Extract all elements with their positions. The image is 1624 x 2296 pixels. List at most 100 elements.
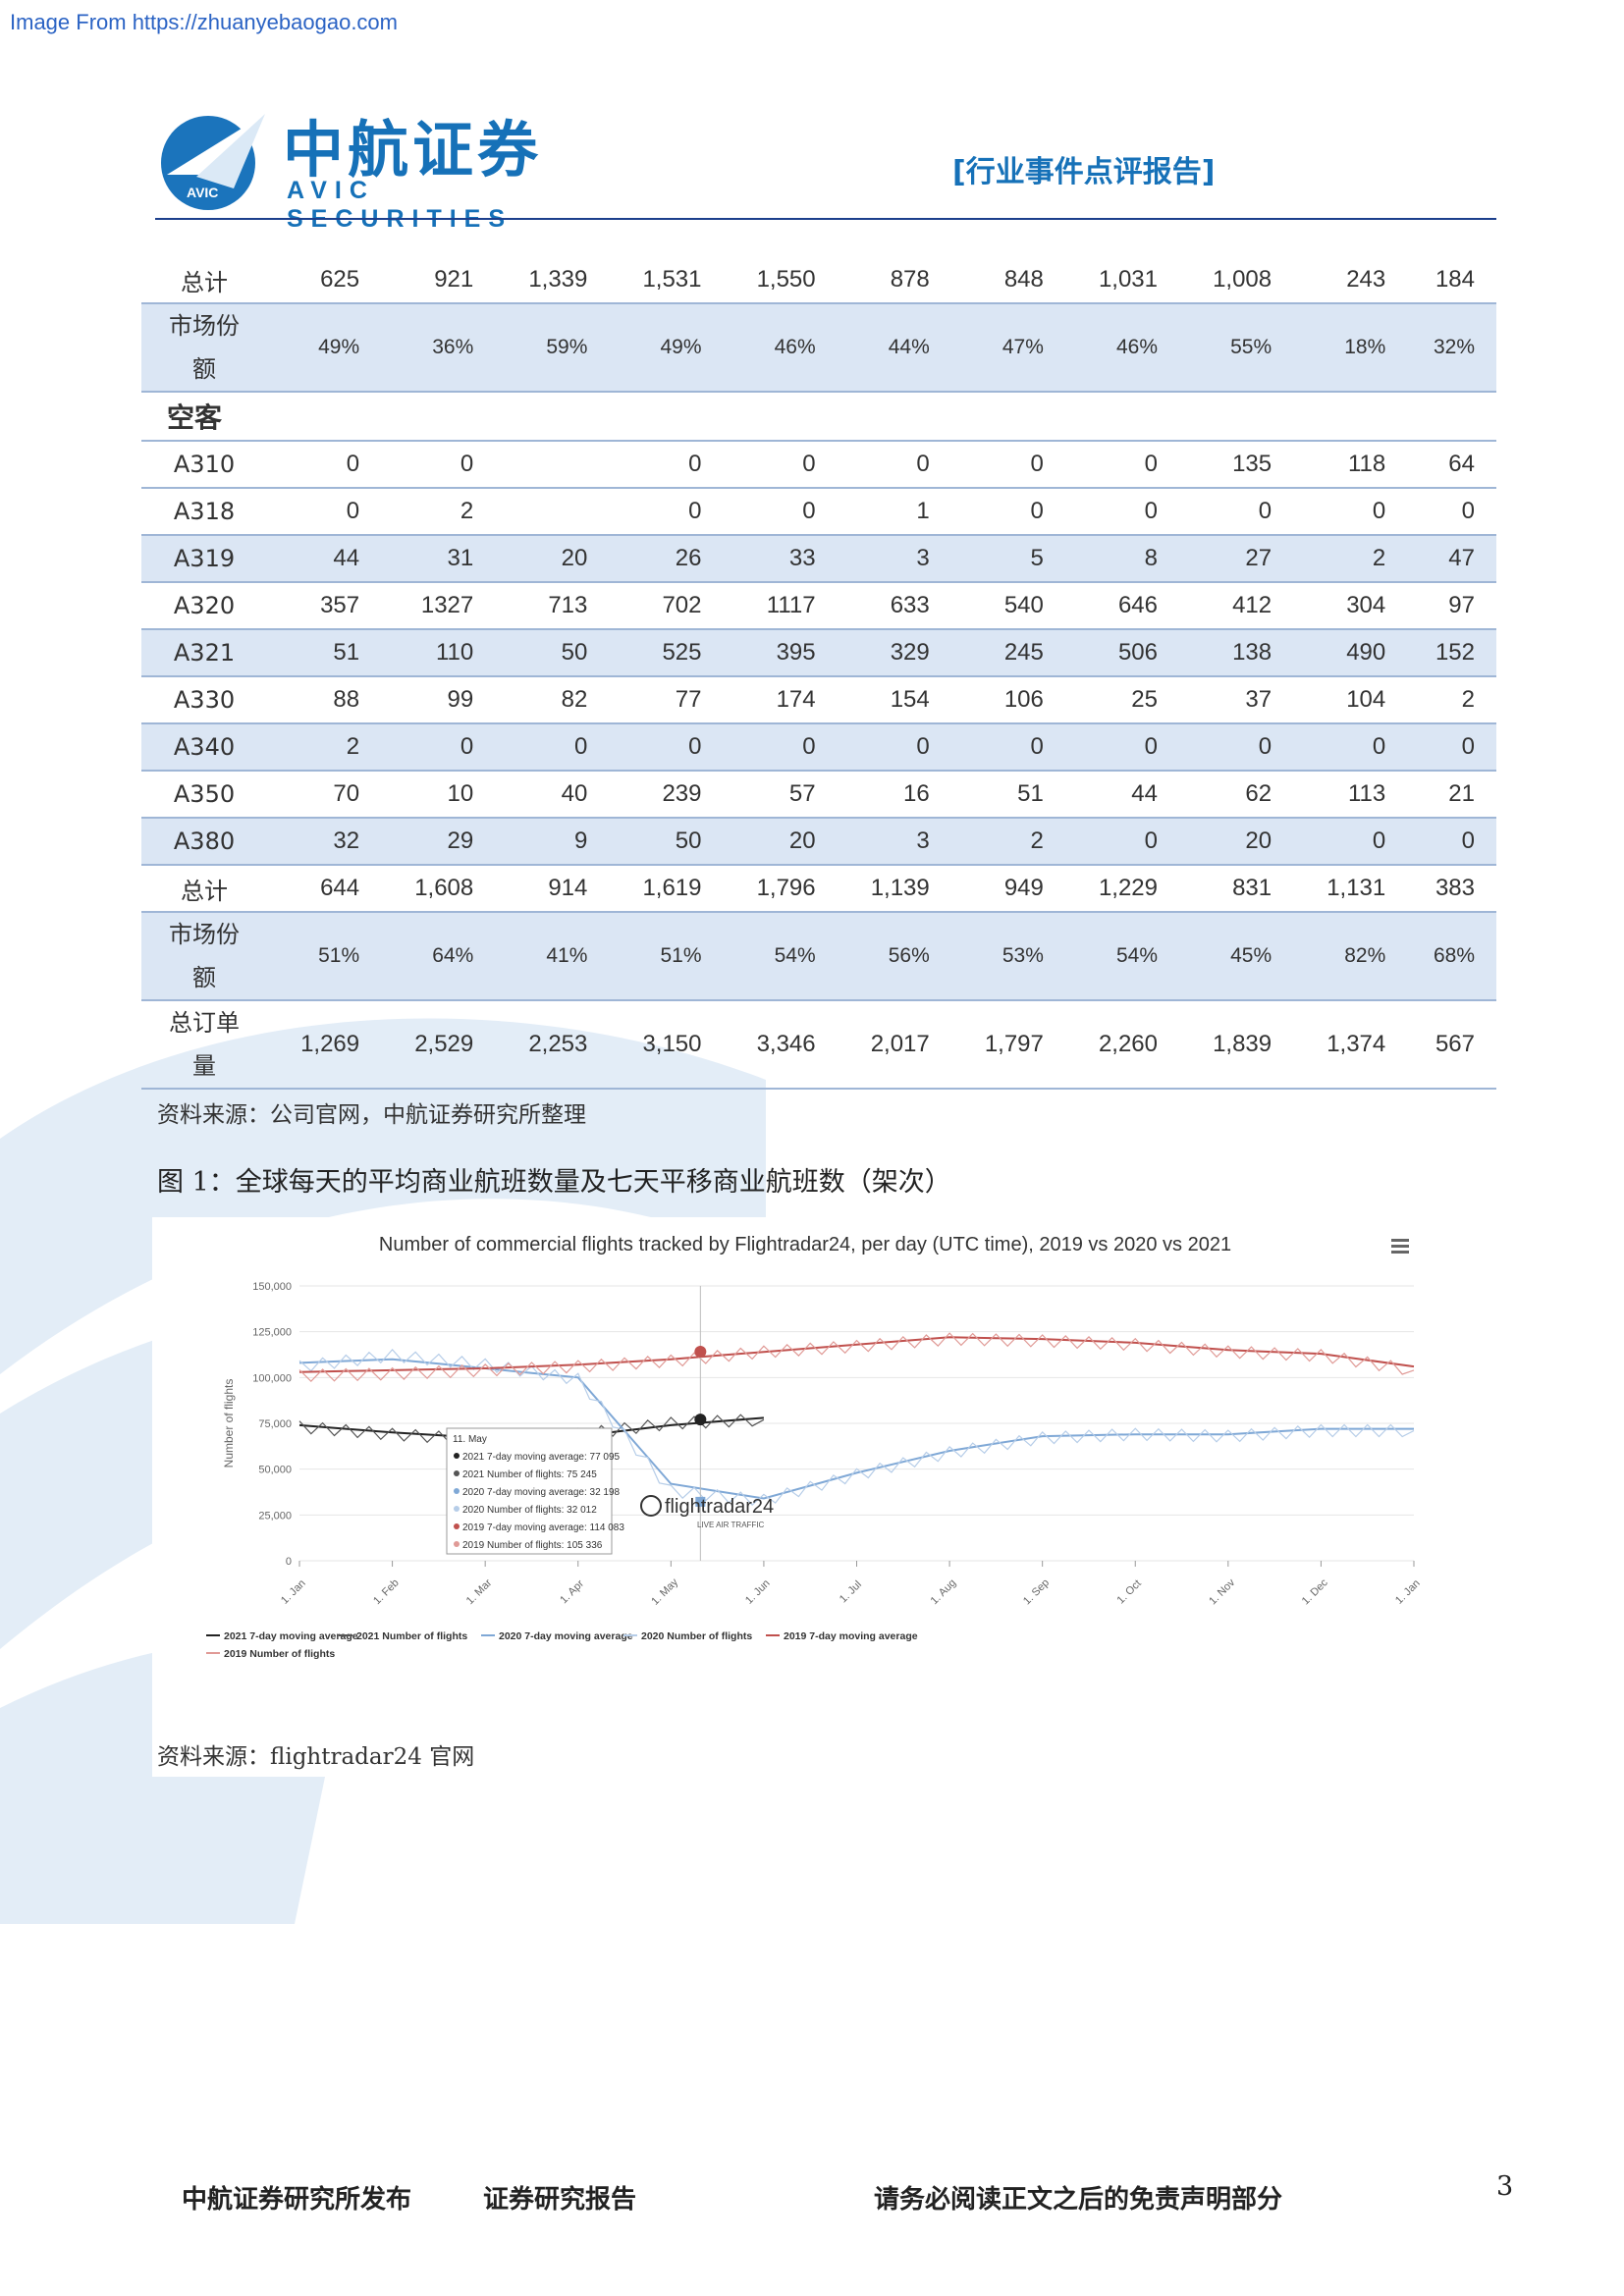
table-cell: 2,017	[837, 999, 951, 1090]
table-cell: 113	[1293, 770, 1408, 818]
table-cell: 702	[609, 581, 724, 629]
table-cell: 174	[723, 675, 838, 723]
table-cell: 20	[1179, 817, 1294, 865]
table-cell: 0	[950, 487, 1065, 535]
table-cell: 0	[1064, 440, 1179, 488]
table-cell: 646	[1064, 581, 1179, 629]
table-cell: 2,260	[1064, 999, 1179, 1090]
table-cell: 0	[1293, 722, 1408, 771]
legend-item: 2020 Number of flights	[641, 1630, 752, 1642]
table-cell: 914	[495, 864, 610, 912]
table-cell: 97	[1407, 581, 1496, 629]
table-cell: 490	[1293, 628, 1408, 676]
row-label: A330	[141, 675, 267, 723]
table-cell: 1	[837, 487, 951, 535]
table-cell: 525	[609, 628, 724, 676]
table-cell: 1,031	[1098, 266, 1158, 293]
table-cell: 152	[1407, 628, 1496, 676]
table-row: A330 88 99 82 77 174 154 106 25 37 104 2	[141, 675, 1496, 723]
table-cell: 9	[495, 817, 610, 865]
table-cell: 5	[950, 534, 1065, 582]
table-cell: 0	[495, 722, 610, 771]
series-line-5	[298, 1332, 1415, 1383]
category-label: 空客	[141, 391, 1496, 441]
table-cell: 70	[267, 770, 382, 818]
table-row: A310 0 0 0 0 0 0 0 135 118 64	[141, 440, 1496, 488]
table-row: 总计 644 1,608 914 1,619 1,796 1,139 949 1,229 831 1…	[141, 864, 1496, 912]
table-cell: 2	[950, 817, 1065, 865]
table-cell: 245	[950, 628, 1065, 676]
table-cell: 37	[1179, 675, 1294, 723]
table-cell: 3	[837, 817, 951, 865]
source-url[interactable]: Image From https://zhuanyebaogao.com	[10, 10, 398, 34]
table-cell: 47	[1407, 534, 1496, 582]
table-row: 市场份额 51% 64% 41% 51% 54% 56% 53% 54% 45% 82% 68%	[141, 911, 1496, 1000]
tooltip-bullet	[454, 1506, 460, 1512]
table-row: A380 32 29 9 50 20 3 2 0 20 0 0	[141, 817, 1496, 865]
table-cell: 0	[723, 440, 838, 488]
table-row: A321 51 110 50 525 395 329 245 506 138 490 152	[141, 628, 1496, 676]
table-cell: 51	[950, 770, 1065, 818]
table-cell: 33	[723, 534, 838, 582]
table-cell: 878	[890, 266, 930, 293]
table-cell: 0	[723, 722, 838, 771]
tooltip-line: 2021 Number of flights: 75 245	[462, 1469, 597, 1480]
logo-english-name: AVIC SECURITIES	[287, 177, 514, 233]
table-cell: 25	[1064, 675, 1179, 723]
table-cell: 329	[837, 628, 951, 676]
table-cell: 40	[495, 770, 610, 818]
table-cell: 46%	[723, 302, 838, 392]
table-row: A320 357 1327 713 702 1117 633 540 646 412 304 97	[141, 581, 1496, 629]
row-label: A318	[141, 487, 267, 535]
marker-2021	[694, 1414, 707, 1426]
table-cell: 44%	[837, 302, 951, 392]
table-cell: 68%	[1407, 911, 1496, 1000]
orders-table: 总计 625 921 1,339 1,531 1,550 878 848 1,031 1,008 2…	[141, 257, 1496, 1090]
tooltip-bullet	[454, 1470, 460, 1476]
report-type: [行业事件点评报告]	[952, 155, 1216, 189]
row-label: A340	[141, 722, 267, 771]
category-row: 空客	[141, 391, 1496, 441]
table-cell: 2,253	[495, 999, 610, 1090]
table-cell: 567	[1407, 999, 1496, 1090]
legend-item: 2019 7-day moving average	[784, 1630, 918, 1642]
row-label: 总计	[141, 864, 267, 912]
table-cell: 46%	[1064, 302, 1179, 392]
table-cell: 32%	[1407, 302, 1496, 392]
table-cell: 713	[495, 581, 610, 629]
flights-chart: Number of commercial flights tracked by …	[152, 1217, 1458, 1777]
menu-icon	[1391, 1245, 1409, 1248]
row-label: A320	[141, 581, 267, 629]
table-cell: 3	[837, 534, 951, 582]
table-cell: 1,619	[609, 864, 724, 912]
table-cell: 243	[1346, 266, 1386, 293]
table-row: A318 0 2 0 0 1 0 0 0 0 0	[141, 487, 1496, 535]
table-cell: 0	[1407, 722, 1496, 771]
table-cell: 540	[950, 581, 1065, 629]
table-cell: 412	[1179, 581, 1294, 629]
table-cell: 1,550	[756, 266, 816, 293]
table-cell: 0	[1064, 817, 1179, 865]
table-cell: 27	[1179, 534, 1294, 582]
y-tick-label: 150,000	[252, 1281, 292, 1293]
table-cell: 36%	[381, 302, 496, 392]
table-cell: 0	[1064, 722, 1179, 771]
figure-title: 图 1：全球每天的平均商业航班数量及七天平移商业航班数（架次）	[157, 1167, 951, 1198]
table-row: 市场份额 49% 36% 59% 49% 46% 44% 47% 46% 55% 18% 32%	[141, 302, 1496, 392]
table-cell: 88	[267, 675, 382, 723]
table-cell: 82	[495, 675, 610, 723]
table-cell: 3,346	[723, 999, 838, 1090]
row-label: 总计	[181, 268, 228, 296]
table-cell: 184	[1435, 266, 1475, 293]
row-label: 市场份额	[141, 911, 267, 1000]
row-label: A310	[141, 440, 267, 488]
table-cell: 154	[837, 675, 951, 723]
table-cell: 110	[381, 628, 496, 676]
table-cell: 138	[1179, 628, 1294, 676]
tooltip-box	[446, 1427, 613, 1555]
table-cell: 20	[495, 534, 610, 582]
footer-disclaimer: 请务必阅读正文之后的免责声明部分	[874, 2185, 1283, 2215]
table-cell: 2	[1407, 675, 1496, 723]
tooltip-line: 2019 Number of flights: 105 336	[462, 1540, 603, 1551]
table-cell: 831	[1179, 864, 1294, 912]
